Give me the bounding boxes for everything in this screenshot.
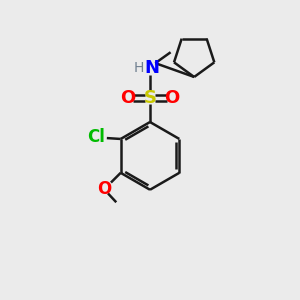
Text: O: O bbox=[120, 89, 136, 107]
Text: N: N bbox=[144, 59, 159, 77]
Text: H: H bbox=[134, 61, 144, 75]
Text: O: O bbox=[164, 89, 180, 107]
Text: Cl: Cl bbox=[87, 128, 105, 146]
Text: O: O bbox=[98, 180, 112, 198]
Text: S: S bbox=[143, 89, 157, 107]
